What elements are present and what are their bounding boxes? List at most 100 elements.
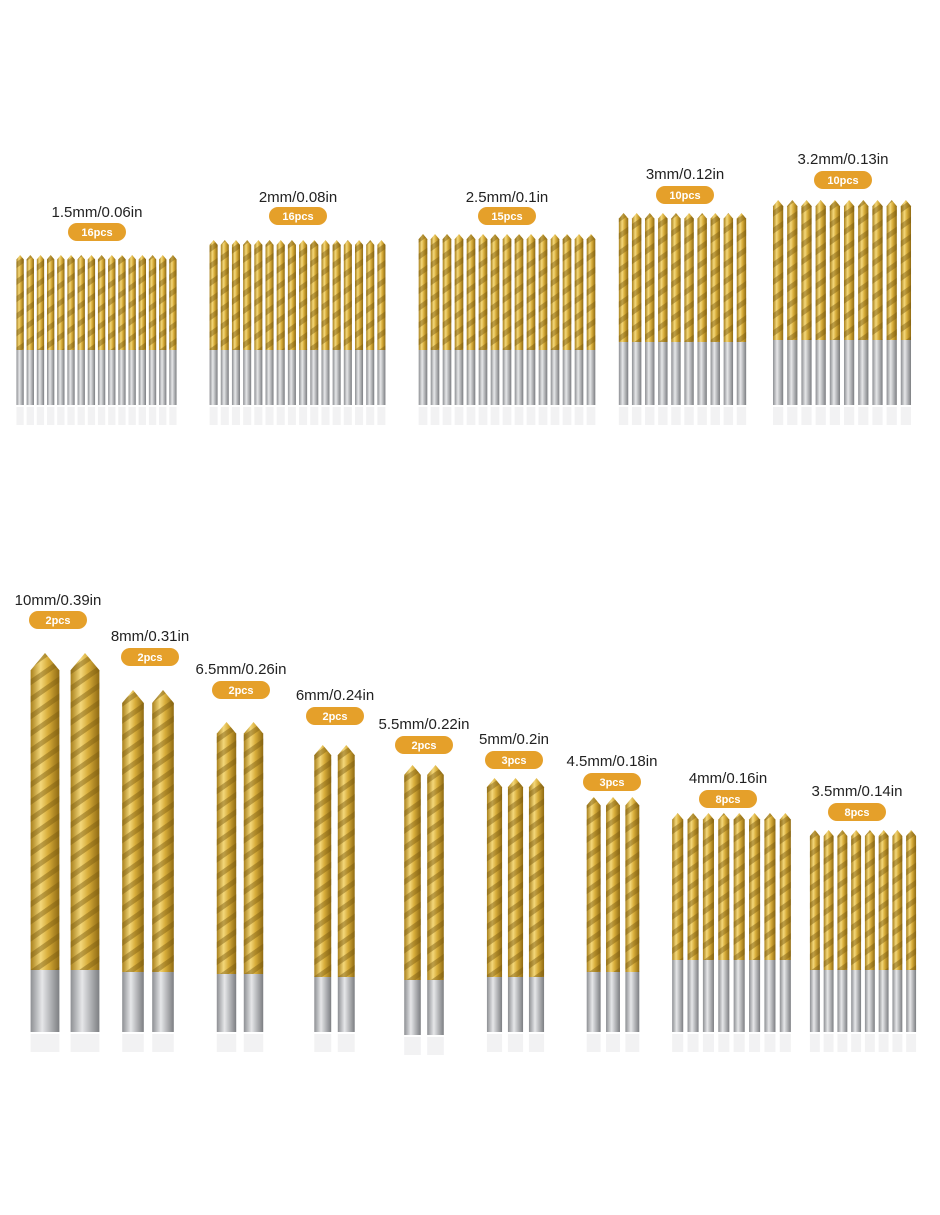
shank	[872, 340, 883, 405]
reflection	[152, 1034, 174, 1052]
shank	[67, 350, 75, 405]
count-pill	[485, 751, 543, 769]
count-label: 10pcs	[827, 175, 858, 187]
twist	[355, 240, 364, 350]
twist	[697, 213, 707, 342]
reflection	[332, 407, 341, 425]
shank	[466, 350, 476, 405]
reflection	[550, 407, 560, 425]
reflection	[528, 1034, 545, 1052]
twist	[427, 765, 444, 980]
reflection	[138, 407, 147, 425]
twist	[502, 234, 512, 350]
twist	[276, 240, 285, 350]
shank	[287, 350, 296, 405]
reflection	[787, 407, 798, 425]
size-label: 2mm/0.08in	[259, 189, 337, 206]
reflection	[886, 407, 897, 425]
twist	[837, 830, 848, 970]
drill-group: 3.2mm/0.13in 10pcs	[772, 151, 912, 425]
reflection	[733, 1034, 745, 1052]
twist	[772, 200, 784, 340]
twist	[618, 213, 629, 342]
shank	[87, 350, 96, 405]
shank	[550, 350, 560, 405]
shank	[26, 350, 34, 405]
reflection	[864, 1034, 875, 1052]
count-pill	[395, 736, 453, 754]
twist	[46, 255, 55, 350]
reflection	[858, 407, 869, 425]
reflection	[169, 407, 177, 425]
drill-group: 6.5mm/0.26in 2pcs	[196, 661, 286, 1052]
twist	[26, 255, 34, 350]
reflection	[710, 407, 720, 425]
twist	[815, 200, 826, 340]
twist	[892, 830, 903, 970]
shank	[779, 960, 791, 1032]
shank	[733, 960, 745, 1032]
reflection	[851, 1034, 862, 1052]
reflection	[586, 407, 596, 425]
twist	[128, 255, 136, 350]
count-pill	[478, 207, 536, 225]
reflection	[231, 407, 240, 425]
reflection	[265, 407, 274, 425]
reflection	[87, 407, 96, 425]
shank	[645, 342, 655, 405]
reflection	[159, 407, 167, 425]
reflection	[118, 407, 126, 425]
shank	[243, 974, 264, 1032]
shank	[122, 972, 144, 1032]
shank	[837, 970, 848, 1032]
shank	[209, 350, 218, 405]
twist	[310, 240, 319, 350]
twist	[702, 813, 714, 960]
shank	[148, 350, 157, 405]
twist	[625, 797, 640, 972]
shank	[454, 350, 464, 405]
reflection	[906, 1034, 917, 1052]
twist	[321, 240, 330, 350]
reflection	[454, 407, 464, 425]
shank	[243, 350, 252, 405]
shank	[772, 340, 784, 405]
drill-group: 2mm/0.08in 16pcs	[209, 189, 386, 425]
twist	[843, 200, 855, 340]
shank	[809, 970, 820, 1032]
shank	[216, 974, 237, 1032]
shank	[377, 350, 386, 405]
count-label: 2pcs	[411, 740, 436, 752]
shank	[687, 960, 699, 1032]
twist	[586, 234, 596, 350]
twist	[16, 255, 24, 350]
size-label: 1.5mm/0.06in	[52, 204, 143, 221]
shank	[851, 970, 862, 1032]
twist	[430, 234, 440, 350]
shank	[502, 350, 512, 405]
shank	[231, 350, 240, 405]
count-pill	[814, 171, 872, 189]
reflection	[900, 407, 912, 425]
twist	[829, 200, 841, 340]
reflection	[427, 1037, 444, 1055]
count-label: 15pcs	[491, 211, 522, 223]
twist	[872, 200, 883, 340]
size-label: 3mm/0.12in	[646, 166, 724, 183]
reflection	[254, 407, 263, 425]
count-pill	[656, 186, 714, 204]
twist	[645, 213, 655, 342]
count-label: 10pcs	[669, 190, 700, 202]
twist	[36, 255, 45, 350]
reflection	[562, 407, 572, 425]
shank	[723, 342, 734, 405]
count-label: 2pcs	[228, 685, 253, 697]
twist	[562, 234, 572, 350]
count-label: 16pcs	[81, 227, 112, 239]
twist	[243, 722, 264, 974]
reflection	[209, 407, 218, 425]
shank	[702, 960, 714, 1032]
shank	[159, 350, 167, 405]
twist	[169, 255, 177, 350]
